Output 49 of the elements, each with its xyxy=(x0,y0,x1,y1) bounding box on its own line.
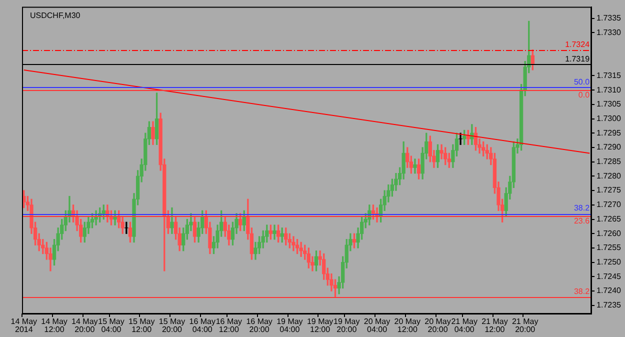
x-tick-label: 16 May 04:00 xyxy=(189,317,216,334)
x-tick-label: 20 May 04:00 xyxy=(364,317,390,334)
x-tick-label: 14 May 2014 xyxy=(10,317,38,334)
y-tick-label: 1.7300 xyxy=(596,114,622,123)
text: USDCHF,M30 xyxy=(30,11,81,20)
y-tick-label: 1.7330 xyxy=(596,28,622,37)
annotation: 50.0 xyxy=(574,77,590,86)
annotation: 0.0 xyxy=(578,90,590,100)
candlestick xyxy=(299,242,303,257)
candlestick xyxy=(413,158,417,174)
x-tick-label: 19 May 20:00 xyxy=(334,317,360,334)
y-tick-label: 1.7235 xyxy=(596,300,622,310)
y-tick-label: 1.7295 xyxy=(596,128,622,138)
x-tick-label: 16 May 12:00 xyxy=(216,317,242,334)
x-tick-label: 21 May 20:00 xyxy=(512,317,538,334)
y-tick-label: 1.7250 xyxy=(596,258,622,267)
x-tick-label: 21 May 04:00 xyxy=(451,317,478,334)
y-tick-label: 1.7290 xyxy=(596,142,622,152)
y-tick-label: 1.7310 xyxy=(596,85,622,94)
y-tick-label: 1.7270 xyxy=(596,200,622,210)
y-tick-label: 1.7240 xyxy=(596,286,622,296)
annotation: 23.6 xyxy=(574,216,590,226)
x-tick-label: 20 May 12:00 xyxy=(394,317,420,334)
y-tick-label: 1.7260 xyxy=(596,228,622,238)
annotation: 38.2 xyxy=(574,204,590,213)
y-tick-label: 1.7305 xyxy=(596,100,622,109)
y-tick-label: 1.7315 xyxy=(596,70,622,80)
x-tick-label: 14 May 12:00 xyxy=(41,317,68,334)
candlestick xyxy=(272,224,276,240)
y-tick-label: 1.7255 xyxy=(596,243,622,252)
ref-line-label: 1.7319 xyxy=(565,54,590,64)
x-tick-label: 15 May 20:00 xyxy=(158,317,186,334)
x-tick-label: 14 May 20:00 xyxy=(72,317,98,334)
x-tick-label: 19 May 12:00 xyxy=(306,317,334,334)
x-tick-label: 20 May 20:00 xyxy=(424,317,451,334)
x-tick-label: 15 May 04:00 xyxy=(98,317,124,334)
annotation: 38.2 xyxy=(574,286,590,296)
y-tick-label: 1.7265 xyxy=(596,214,622,224)
x-tick-label: 21 May 12:00 xyxy=(482,317,508,334)
x-tick-label: 19 May 04:00 xyxy=(276,317,303,334)
ref-line-label: 1.7324 xyxy=(565,40,590,50)
y-tick-label: 1.7285 xyxy=(596,157,622,166)
x-tick-label: 16 May 20:00 xyxy=(246,317,272,334)
y-tick-label: 1.7280 xyxy=(596,171,622,180)
y-tick-label: 1.7275 xyxy=(596,186,622,195)
y-tick-label: 1.7245 xyxy=(596,272,622,281)
candlestick xyxy=(292,236,296,252)
x-tick-label: 15 May 12:00 xyxy=(128,317,155,334)
y-tick-label: 1.7335 xyxy=(596,13,622,22)
